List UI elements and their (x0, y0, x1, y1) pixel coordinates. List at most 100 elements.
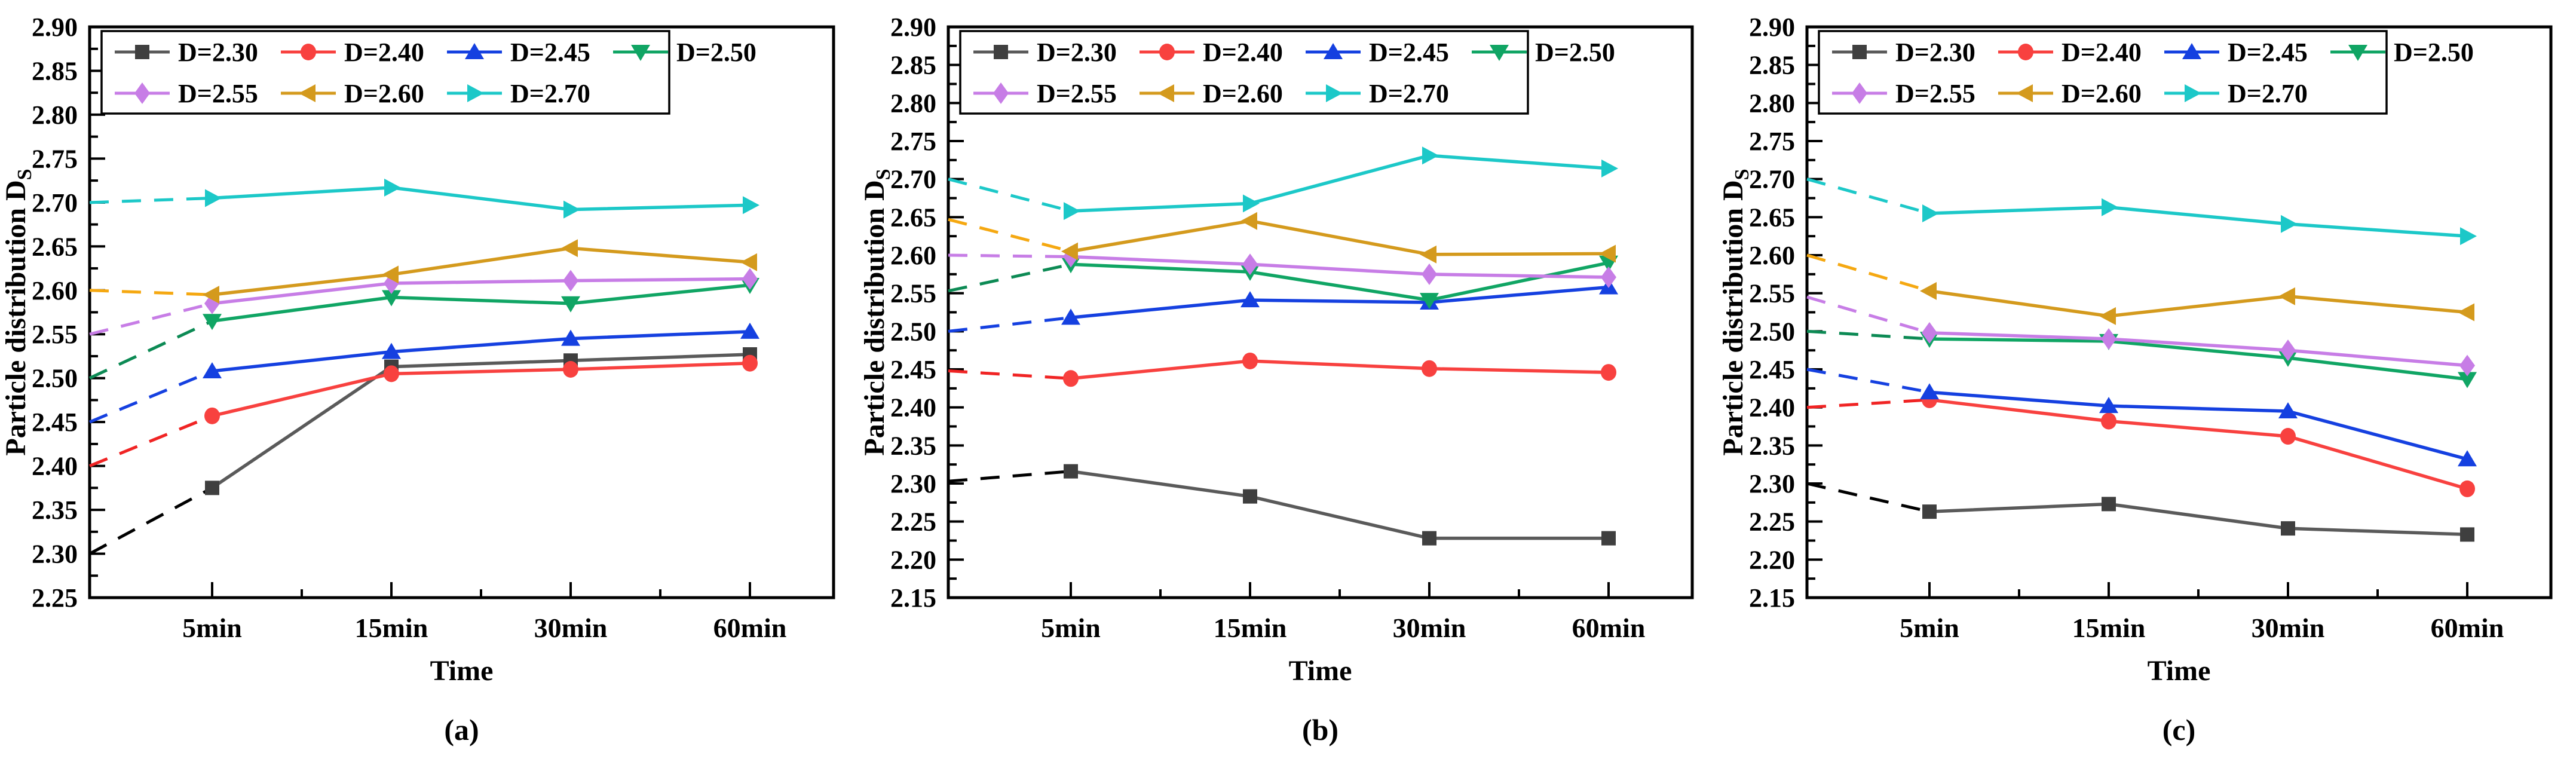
x-tick-label: 15min (2072, 613, 2146, 643)
x-axis-title: Time (2148, 655, 2211, 687)
legend-label: D=2.45 (510, 38, 590, 67)
series-D=2.30 (948, 464, 1616, 546)
triangle-left-marker (203, 286, 219, 304)
triangle-right-marker (1064, 202, 1080, 221)
y-tick-label: 2.90 (32, 13, 78, 42)
legend-label: D=2.40 (344, 38, 424, 67)
triangle-up-marker (203, 362, 222, 378)
series-line (1929, 398, 2468, 491)
circle-marker (1601, 364, 1616, 381)
triangle-down-icon (2348, 45, 2367, 61)
legend-label: D=2.70 (2228, 79, 2308, 108)
y-axis-title: Particle distribution DS (859, 169, 895, 455)
y-tick-label: 2.75 (890, 127, 936, 156)
y-tick-label: 2.85 (890, 51, 936, 80)
triangle-left-marker (740, 253, 757, 271)
y-tick-label: 2.85 (32, 56, 78, 85)
legend-item: D=2.45 (2164, 38, 2308, 67)
series-D=2.60 (1806, 253, 2474, 325)
diamond-marker (1601, 266, 1616, 288)
series-line (212, 277, 751, 305)
y-axis: 2.15 2.20 2.25 2.30 2.35 2.40 2.45 2.50 2.55 2.60… (1749, 13, 1823, 613)
series-D=2.30 (88, 347, 757, 555)
legend-item: D=2.30 (1832, 38, 1975, 67)
square-marker (1601, 531, 1616, 546)
triangle-up-marker (1920, 383, 1939, 400)
y-tick-label: 2.65 (890, 203, 936, 232)
initial-dashed-segment (948, 253, 1071, 259)
legend-label: D=2.55 (1037, 79, 1117, 108)
legend-item: D=2.50 (613, 38, 756, 67)
series-D=2.40 (89, 354, 758, 467)
triangle-up-marker (2278, 402, 2298, 419)
diamond-marker (1922, 322, 1937, 344)
y-axis-title: Particle distribution DS (0, 169, 36, 455)
triangle-down-marker (561, 296, 580, 313)
series-D=2.40 (1806, 391, 2475, 497)
y-axis: 2.25 2.30 2.35 2.40 2.45 2.50 2.55 2.60 2.65 2.70… (32, 13, 105, 613)
chart-panel-b: 2.15 2.20 2.25 2.30 2.35 2.40 2.45 2.50 2.55 2.60… (859, 0, 1717, 759)
series-D=2.55 (948, 246, 1616, 288)
y-tick-label: 2.80 (32, 100, 78, 130)
legend-item: D=2.40 (281, 38, 424, 67)
y-tick-label: 2.80 (890, 88, 936, 118)
initial-dashed-segment (1806, 295, 1930, 335)
series-line (1070, 255, 1609, 279)
x-tick-label: 60min (1572, 613, 1646, 643)
series-D=2.45 (89, 322, 759, 424)
legend-label: D=2.60 (1203, 79, 1283, 108)
series-D=2.45 (948, 278, 1618, 333)
series-line (1070, 285, 1609, 320)
x-tick-label: 30min (534, 613, 608, 643)
series-line (1929, 331, 2468, 368)
panel-caption: (b) (1302, 713, 1338, 746)
triangle-left-marker (2278, 287, 2295, 305)
y-tick-label: 2.15 (890, 583, 936, 613)
y-tick-label: 2.60 (32, 276, 78, 305)
square-icon (1852, 45, 1867, 59)
circle-marker (1242, 352, 1258, 369)
legend-item: D=2.55 (1832, 79, 1975, 108)
legend-label: D=2.45 (2228, 38, 2308, 67)
x-tick-label: 5min (1041, 613, 1101, 643)
initial-dashed-segment (948, 470, 1071, 483)
series-line (1070, 219, 1609, 256)
legend-item: D=2.70 (447, 79, 590, 108)
series-line (1929, 337, 2468, 381)
legend-label: D=2.40 (1203, 38, 1283, 67)
series-line (1070, 154, 1609, 213)
legend-item: D=2.45 (1306, 38, 1449, 67)
panel-caption: (a) (444, 713, 479, 746)
legend-item: D=2.55 (973, 79, 1117, 108)
series-line (1929, 390, 2468, 461)
x-tick-label: 5min (1900, 613, 1959, 643)
y-tick-label: 2.80 (1749, 88, 1795, 118)
initial-dashed-segment (948, 218, 1071, 253)
triangle-left-icon (299, 84, 316, 102)
legend-box (100, 30, 670, 115)
legend-box (1818, 30, 2388, 115)
circle-icon (301, 44, 316, 60)
legend-item: D=2.30 (115, 38, 258, 67)
triangle-right-marker (2281, 215, 2298, 233)
line-chart-b: 2.15 2.20 2.25 2.30 2.35 2.40 2.45 2.50 2.55 2.60… (859, 13, 1694, 746)
series-D=2.45 (1806, 368, 2477, 467)
x-axis: 5min 15min 30min 60min (182, 582, 786, 643)
y-tick-label: 2.60 (890, 241, 936, 270)
y-tick-label: 2.20 (890, 545, 936, 574)
circle-marker (2459, 480, 2475, 497)
initial-dashed-segment (88, 319, 213, 380)
y-tick-label: 2.40 (1749, 393, 1795, 423)
initial-dashed-segment (948, 369, 1071, 380)
y-tick-label: 2.25 (890, 507, 936, 537)
x-axis: 5min 15min 30min 60min (1041, 582, 1645, 643)
y-tick-label: 2.30 (890, 469, 936, 498)
diamond-marker (2280, 339, 2296, 362)
square-marker (2460, 527, 2474, 542)
y-tick-label: 2.60 (1749, 241, 1795, 270)
triangle-right-marker (1243, 194, 1260, 213)
initial-dashed-segment (1806, 482, 1930, 513)
circle-icon (2018, 44, 2033, 60)
series-line (1929, 289, 2468, 318)
y-tick-label: 2.85 (1749, 51, 1795, 80)
